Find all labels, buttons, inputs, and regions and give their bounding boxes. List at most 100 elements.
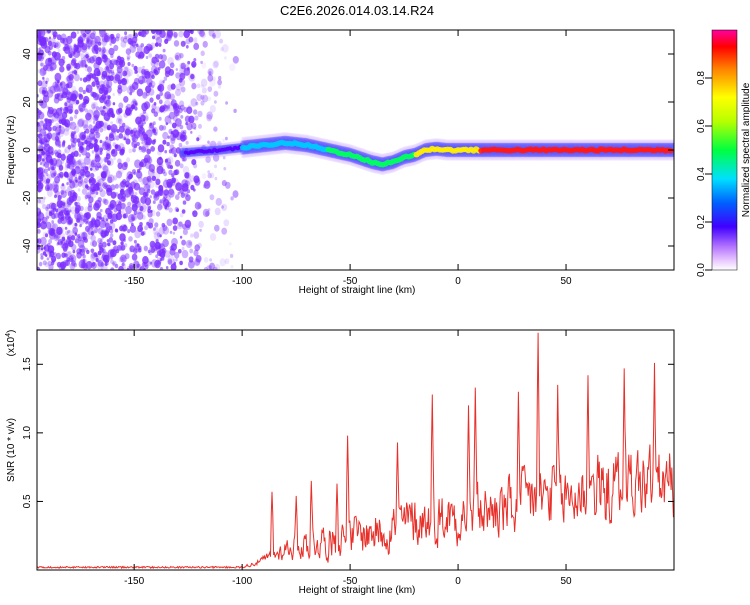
noise-point [174,114,178,118]
noise-point [84,196,88,201]
noise-point [135,43,139,47]
noise-point [55,139,60,146]
noise-point [127,37,133,45]
noise-point [55,126,62,135]
noise-point [48,121,52,127]
noise-point [89,56,95,64]
noise-point [152,35,155,40]
snr-scale-prefix: (x10 [6,336,17,356]
noise-point [125,70,131,78]
noise-point [221,203,228,212]
noise-point [196,137,200,142]
noise-point [157,245,161,250]
noise-point [152,226,160,236]
noise-point [126,267,130,270]
noise-point [124,35,128,40]
x-tick-label: 50 [560,276,572,287]
noise-point [77,236,82,242]
noise-point [171,177,176,184]
noise-point [193,163,198,169]
noise-point [117,79,122,85]
noise-point [48,253,53,259]
noise-point [49,168,57,178]
noise-point [118,265,124,270]
noise-point [140,114,146,122]
noise-point [181,157,185,162]
noise-point [77,177,84,184]
noise-point [99,165,102,169]
noise-point [78,86,84,93]
noise-point [73,62,78,69]
noise-point [208,71,212,75]
noise-point [57,80,60,84]
noise-point [73,73,80,82]
noise-point [79,168,86,177]
noise-point [69,209,72,213]
noise-point [93,142,98,148]
noise-point [114,74,121,82]
noise-point [110,267,115,270]
noise-point [206,111,213,120]
noise-point [139,222,143,227]
noise-point [167,135,170,139]
noise-point [104,184,107,188]
noise-point [207,140,210,144]
noise-point [101,74,106,80]
noise-point [125,108,133,117]
noise-point [74,166,81,175]
noise-point [192,63,196,69]
ridge-halo-outer [178,145,185,160]
noise-point [124,137,127,141]
noise-point [99,109,105,116]
noise-point [84,99,88,103]
noise-point [106,66,110,71]
noise-point [194,201,202,210]
noise-point [102,198,107,203]
noise-point [116,129,120,133]
noise-point [174,169,180,176]
noise-point [64,105,70,112]
noise-point [90,159,95,165]
noise-point [180,86,186,93]
noise-point [164,250,171,258]
noise-point [71,85,77,92]
noise-point [77,211,84,220]
noise-point [169,62,175,69]
noise-point [98,242,103,249]
y-tick-label: 1.0 [22,425,33,439]
noise-point [167,156,174,164]
noise-point [81,43,88,51]
noise-point [164,150,168,154]
noise-point [201,173,207,180]
noise-point [67,71,75,80]
noise-point [153,132,157,135]
noise-point [121,256,126,261]
noise-point [131,63,135,68]
colorbar: 0.0 0.2 0.4 0.6 0.8 Normalized spectral ampl… [696,29,750,277]
noise-point [117,167,124,175]
noise-point [56,242,59,246]
noise-point [51,41,57,48]
noise-point [81,119,89,129]
noise-point [143,157,149,164]
noise-point [192,211,195,215]
noise-point [37,108,40,114]
noise-point [188,36,194,43]
noise-point [43,244,50,252]
noise-point [168,149,173,154]
noise-point [71,144,76,151]
noise-point [162,238,169,248]
noise-point [208,265,212,270]
noise-point [102,122,108,129]
noise-point [179,100,185,107]
noise-point [84,170,91,178]
noise-point [162,224,168,231]
colorbar-tick-label: 0.2 [696,215,707,229]
noise-point [159,106,165,113]
noise-point [69,179,73,184]
noise-point [104,49,110,56]
noise-point [80,134,85,140]
noise-point [129,225,137,233]
colorbar-gradient [711,29,738,271]
noise-point [144,30,149,35]
